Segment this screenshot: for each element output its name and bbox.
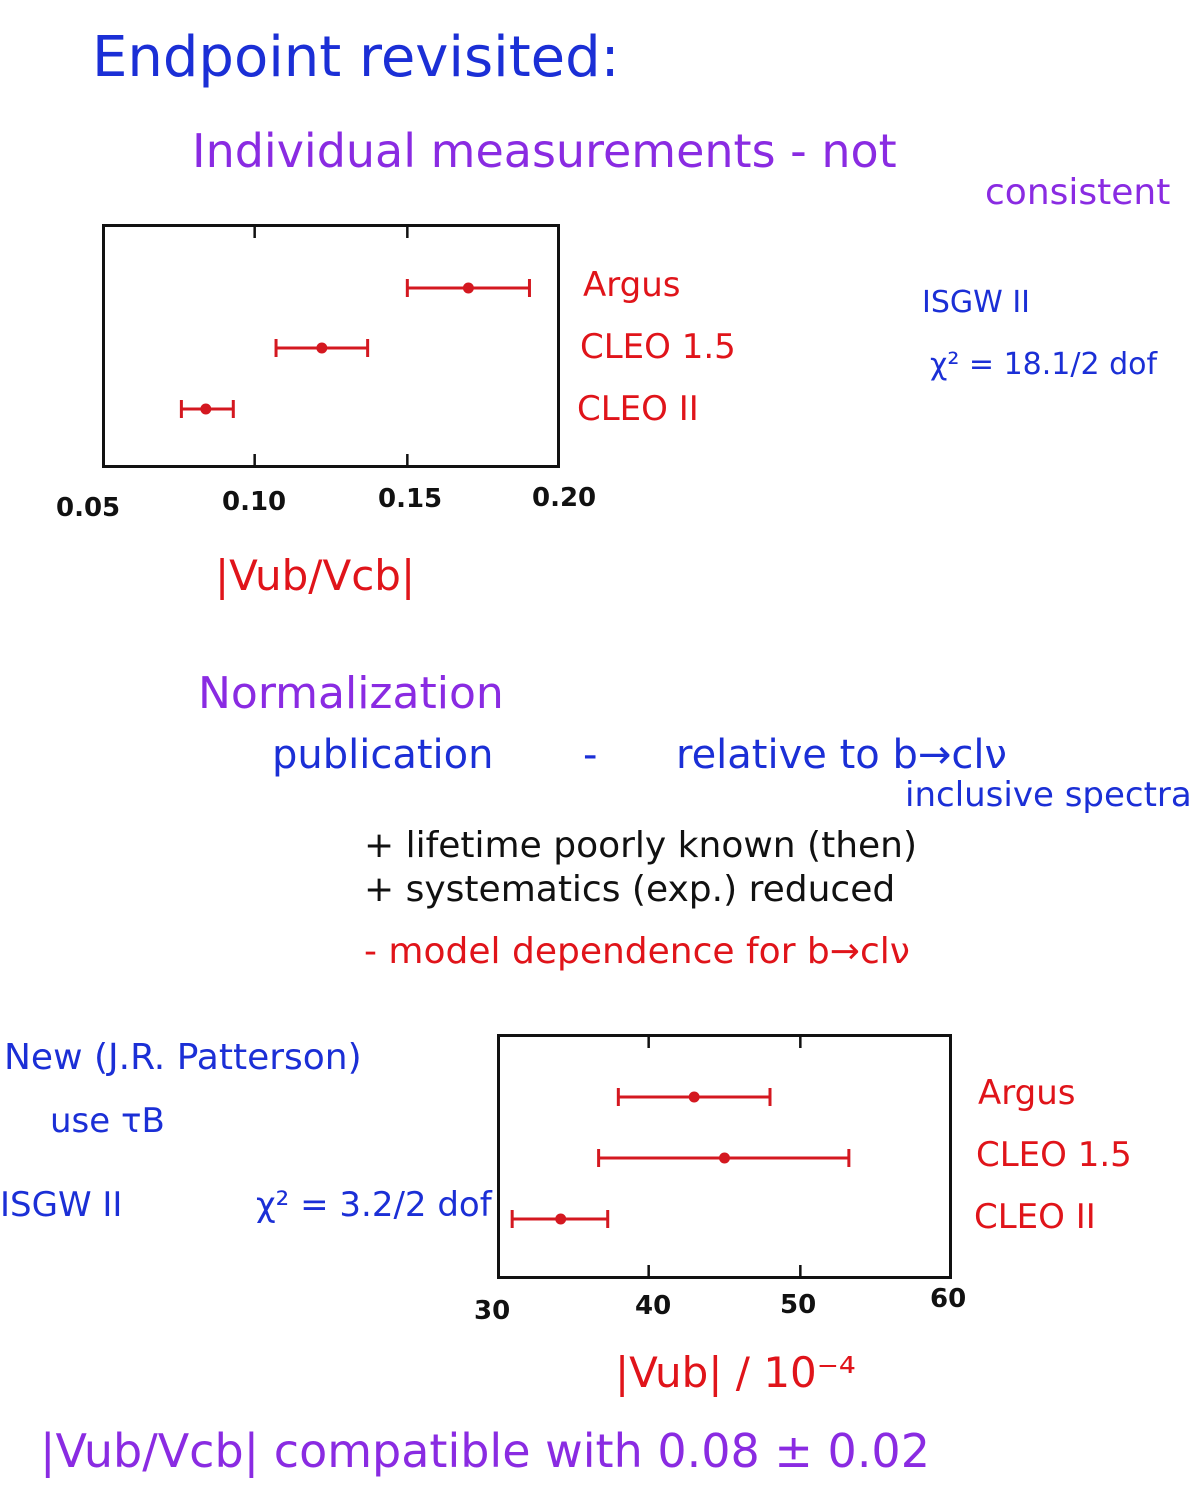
data-point xyxy=(555,1213,567,1225)
top-xtick: 0.05 xyxy=(56,493,121,523)
bottom-plot-frame xyxy=(497,1034,952,1279)
bottom-chi2-label: χ² = 3.2/2 dof xyxy=(256,1185,492,1225)
top-label-cleo2: CLEO II xyxy=(577,389,699,429)
inclusive-label: inclusive spectra xyxy=(905,775,1192,815)
top-plot-frame xyxy=(102,224,560,468)
data-point xyxy=(200,403,212,415)
bottom-label-argus: Argus xyxy=(978,1073,1076,1113)
top-model-label: ISGW II xyxy=(922,285,1031,320)
relative-label: relative to b→clν xyxy=(676,732,1007,778)
conclusion: |Vub/Vcb| compatible with 0.08 ± 0.02 xyxy=(40,1424,930,1478)
bottom-label-cleo15: CLEO 1.5 xyxy=(976,1135,1132,1175)
publication-dash: - xyxy=(583,732,598,778)
data-point xyxy=(688,1091,700,1103)
bottom-xtick: 40 xyxy=(635,1291,672,1321)
bottom-x-axis-label: |Vub| / 10⁻⁴ xyxy=(615,1348,856,1397)
data-point xyxy=(462,282,474,294)
data-point xyxy=(719,1152,730,1164)
top-chi2-label: χ² = 18.1/2 dof xyxy=(930,347,1158,382)
point-model-dependence: - model dependence for b→clν xyxy=(364,931,910,972)
subtitle-line1: Individual measurements - not xyxy=(192,124,897,178)
new-label: New (J.R. Patterson) xyxy=(4,1037,362,1078)
page-title: Endpoint revisited: xyxy=(92,25,620,90)
publication-label: publication xyxy=(272,732,494,778)
bottom-xtick: 60 xyxy=(930,1284,967,1314)
point-lifetime: + lifetime poorly known (then) xyxy=(364,825,918,866)
top-xtick: 0.15 xyxy=(378,484,443,514)
bottom-model-label: ISGW II xyxy=(0,1185,123,1225)
subtitle-line2: consistent xyxy=(985,172,1171,213)
use-label: use τB xyxy=(50,1101,165,1141)
top-x-axis-label: |Vub/Vcb| xyxy=(215,551,416,600)
top-xtick: 0.10 xyxy=(222,487,287,517)
bottom-xtick: 50 xyxy=(780,1290,817,1320)
bottom-xtick: 30 xyxy=(474,1296,511,1326)
data-point xyxy=(316,342,328,354)
point-systematics: + systematics (exp.) reduced xyxy=(364,869,896,910)
top-label-cleo15: CLEO 1.5 xyxy=(580,327,736,367)
bottom-label-cleo2: CLEO II xyxy=(974,1197,1096,1237)
top-xtick: 0.20 xyxy=(532,483,597,513)
normalization-heading: Normalization xyxy=(198,668,504,719)
top-label-argus: Argus xyxy=(583,265,681,305)
